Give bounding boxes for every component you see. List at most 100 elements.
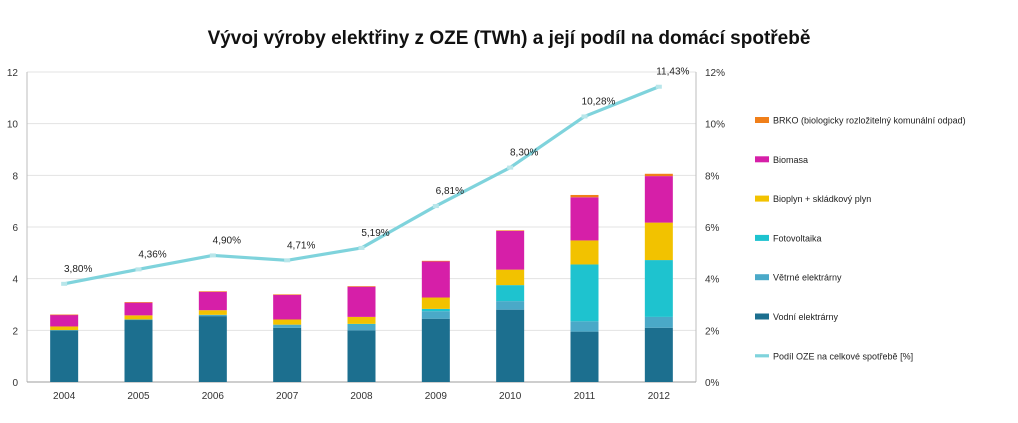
bar-segment [198, 310, 227, 315]
y-tick-label: 2 [12, 326, 18, 337]
legend-label: Biomasa [773, 155, 808, 165]
y2-tick-label: 2% [705, 326, 720, 337]
bar-segment [124, 302, 153, 303]
bar-segment [347, 286, 376, 287]
bar-segment [570, 197, 599, 241]
legend-swatch [755, 195, 769, 202]
bar-segment [198, 291, 227, 311]
bar-segment [50, 330, 79, 382]
bar-segment [644, 327, 673, 382]
bar-segment [644, 173, 673, 177]
y2-tick-label: 0% [705, 378, 720, 389]
legend-swatch [755, 156, 769, 163]
bar-segment [421, 318, 450, 382]
legend-label: Bioplyn + skládkový plyn [773, 194, 871, 204]
legend-label: Vodní elektrárny [773, 312, 839, 322]
bar-segment [347, 324, 376, 331]
line-point [655, 84, 662, 89]
y-tick-label: 0 [12, 378, 18, 389]
bar-segment [198, 316, 227, 382]
bar-segment [347, 286, 376, 317]
bar-segment [570, 240, 599, 265]
data-label: 10,28% [582, 96, 616, 107]
x-tick-label: 2010 [499, 391, 522, 402]
bar-segment [644, 176, 673, 223]
bar-segment [50, 314, 79, 327]
legend-swatch [755, 234, 769, 241]
bar-segment [570, 264, 599, 322]
data-label: 8,30% [510, 148, 538, 159]
bar-segment [273, 294, 302, 296]
data-label: 4,71% [287, 240, 315, 251]
data-label: 3,80% [64, 264, 92, 275]
y2-tick-label: 10% [705, 120, 725, 131]
bar-segment [496, 230, 525, 270]
bar-segment [496, 309, 525, 382]
bar-segment [124, 320, 153, 382]
x-tick-label: 2005 [127, 391, 150, 402]
bar-segment [124, 302, 153, 316]
bar-segment [198, 291, 227, 292]
line-point [581, 114, 588, 119]
bar-segment [570, 331, 599, 382]
bar-segment [644, 316, 673, 328]
y2-tick-label: 4% [705, 275, 720, 286]
y2-tick-label: 6% [705, 223, 720, 234]
bar-segment [421, 260, 450, 262]
bar-segment [50, 314, 79, 316]
bar-segment [421, 261, 450, 298]
bar-segment [570, 321, 599, 332]
line-point [358, 245, 365, 250]
data-label: 4,36% [138, 249, 166, 260]
y2-tick-label: 8% [705, 171, 720, 182]
bar-segment [496, 230, 525, 231]
legend-swatch [755, 274, 769, 281]
bar-segment [421, 311, 450, 319]
legend-label: Fotovoltaika [773, 233, 822, 243]
data-label: 4,90% [213, 235, 241, 246]
bar-segment [496, 301, 525, 310]
bar-segment [644, 260, 673, 317]
legend-label: BRKO (biologicky rozložitelný komunální … [773, 116, 966, 126]
line-point [61, 281, 68, 286]
chart-title: Vývoj výroby elektřiny z OZE (TWh) a jej… [207, 28, 811, 49]
x-tick-label: 2007 [276, 391, 299, 402]
bar-segment [421, 297, 450, 309]
bar-segment [421, 308, 450, 312]
line-point [507, 165, 514, 170]
y-tick-label: 12 [7, 68, 19, 79]
x-tick-label: 2012 [648, 391, 671, 402]
legend-label: Podíl OZE na celkové spotřebě [%] [773, 351, 913, 361]
data-label: 11,43% [656, 67, 689, 78]
bar-segment [496, 269, 525, 286]
line-point [209, 253, 216, 258]
bar-segment [124, 315, 153, 320]
line-point [432, 204, 439, 209]
bar-segment [496, 285, 525, 302]
legend-swatch [755, 117, 769, 123]
bar-segment [347, 323, 376, 325]
legend-swatch [755, 313, 769, 320]
y2-tick-label: 12% [705, 68, 725, 79]
data-label: 6,81% [436, 186, 464, 197]
line-point [135, 267, 142, 272]
x-tick-label: 2009 [425, 391, 448, 402]
x-tick-label: 2008 [350, 391, 373, 402]
bar-segment [273, 294, 302, 320]
bar-segment [570, 194, 599, 198]
y-tick-label: 10 [7, 120, 19, 131]
bar-segment [347, 330, 376, 382]
bar-segment [273, 327, 302, 382]
y-tick-label: 6 [12, 223, 18, 234]
legend-label: Větrné elektrárny [773, 273, 842, 283]
x-tick-label: 2011 [574, 391, 596, 402]
bar-segment [273, 319, 302, 325]
bar-segment [273, 324, 302, 328]
bar-segment [50, 326, 79, 331]
bar-segment [50, 330, 79, 331]
x-tick-label: 2004 [53, 391, 76, 402]
y-tick-label: 8 [12, 171, 18, 182]
y-tick-label: 4 [12, 275, 18, 286]
